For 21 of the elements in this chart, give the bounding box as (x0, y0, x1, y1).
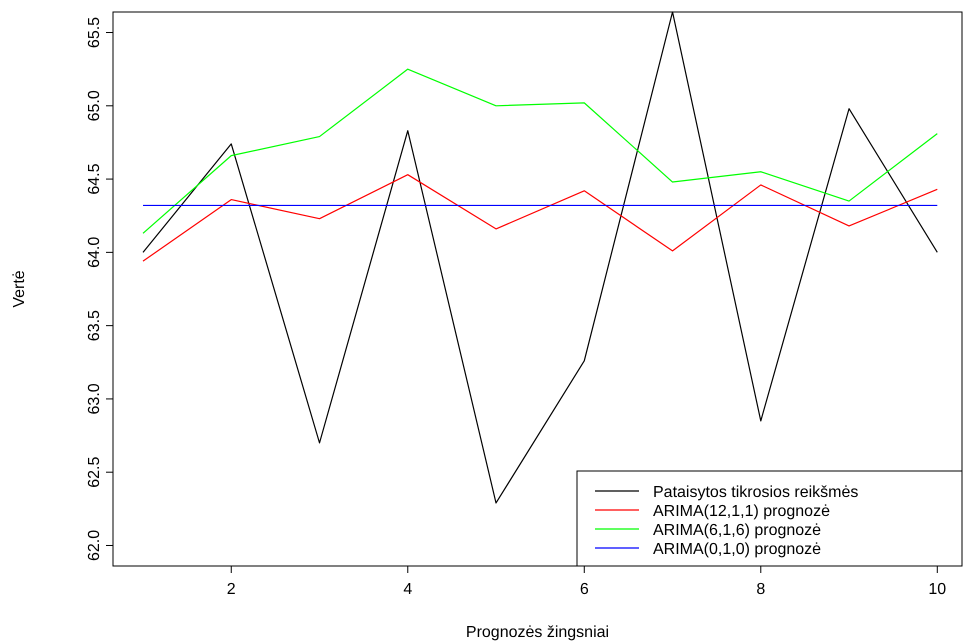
x-tick-label: 6 (580, 581, 589, 598)
y-tick-label: 63.0 (86, 383, 103, 414)
line-series (142, 174, 938, 262)
y-tick-label: 62.5 (86, 456, 103, 488)
legend-label: ARIMA(12,1,1) prognozė (653, 503, 830, 520)
x-tick-label: 4 (403, 581, 412, 598)
y-axis-title: Vertė (11, 270, 28, 308)
x-tick-label: 10 (928, 581, 946, 598)
y-tick-label: 65.5 (86, 16, 103, 48)
y-tick-label: 64.0 (86, 236, 103, 268)
legend-label: Pataisytos tikrosios reikšmės (653, 484, 858, 501)
line-series (142, 68, 938, 234)
x-axis-title: Prognozės žingsniai (466, 624, 610, 641)
legend-label: ARIMA(0,1,0) prognozė (653, 541, 822, 558)
y-tick-label: 64.5 (86, 163, 103, 195)
legend-label: ARIMA(6,1,6) prognozė (653, 522, 822, 539)
y-tick-label: 65.0 (86, 90, 103, 122)
y-tick-label: 62.0 (86, 530, 103, 562)
y-tick-label: 63.5 (86, 310, 103, 342)
x-tick-label: 8 (756, 581, 766, 598)
x-tick-label: 2 (226, 581, 236, 598)
